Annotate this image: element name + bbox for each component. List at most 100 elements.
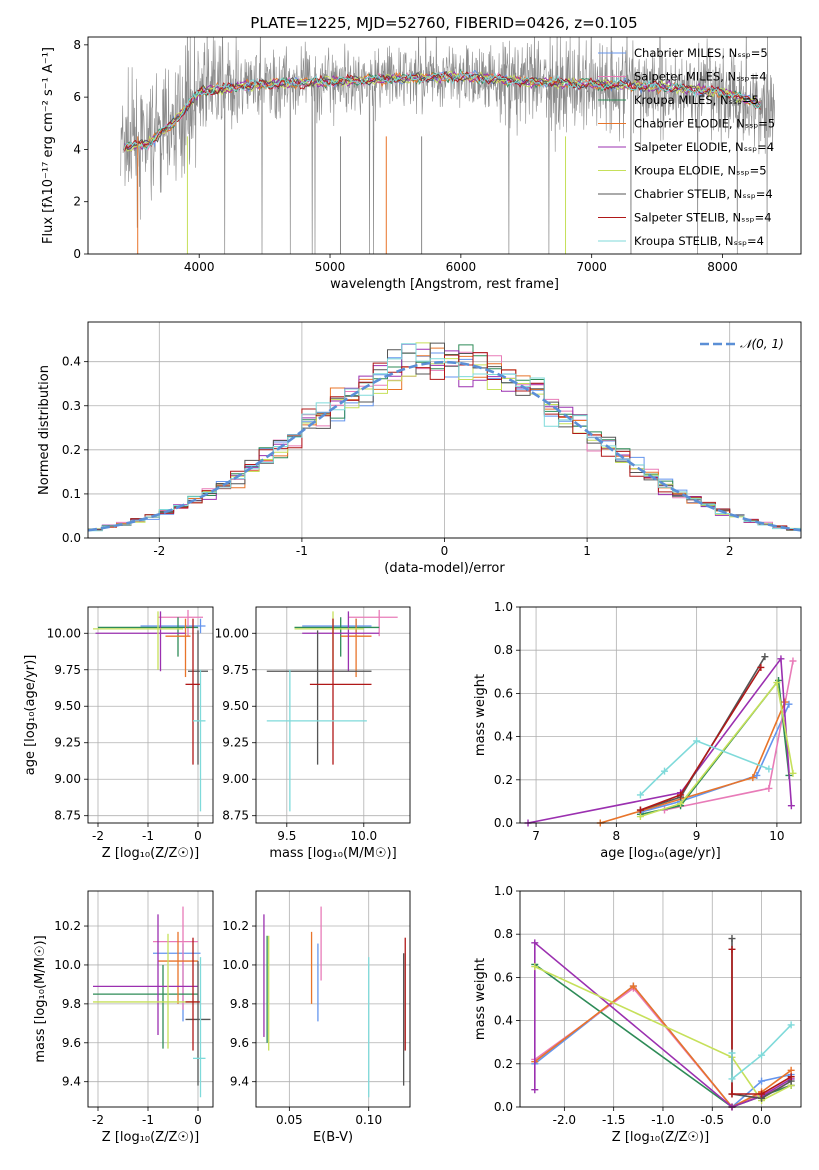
x-tick-label: 0 (441, 544, 449, 558)
legend-label: Salpeter ELODIE, Nₛₛₚ=4 (634, 140, 774, 154)
weight-point (728, 1090, 736, 1098)
x-axis-label: Z [log₁₀(Z/Z☉)] (612, 1130, 709, 1145)
x-tick-label: 7000 (576, 260, 607, 274)
x-axis-label: (data-model)/error (384, 561, 505, 576)
x-axis-label: Z [log₁₀(Z/Z☉)] (102, 846, 199, 861)
weight-point (728, 935, 736, 943)
y-tick-label: 1.0 (494, 884, 513, 898)
y-axis-label: age [log₁₀(age/yr)] (23, 655, 38, 776)
legend-label: Salpeter STELIB, Nₛₛₚ=4 (634, 211, 772, 225)
y-tick-label: 2 (73, 195, 81, 209)
x-tick-label: 6000 (446, 260, 477, 274)
spectrum-axes: 4000 5000 6000 7000 8000 0 2 4 6 8 wavelength [Ang… (41, 38, 738, 292)
mass_vs_ebv-axes: 0.05 0.10 9.4 9.6 9.8 10.0 10.2 E(B-V) (222, 891, 410, 1145)
x-tick-label: 9.5 (277, 829, 296, 843)
weight-point (728, 1049, 736, 1057)
weight-point (787, 1021, 795, 1029)
y-tick-label: 8.75 (54, 809, 81, 823)
y-tick-label: 9.6 (62, 1036, 81, 1050)
weight-line (731, 1024, 792, 1081)
x-tick-label: 10 (769, 829, 784, 843)
weight-line (640, 680, 794, 818)
y-tick-label: 10.00 (215, 626, 249, 640)
x-axis-label: age [log₁₀(age/yr)] (600, 846, 721, 861)
weight_vs_age-axes: 7 8 9 10 0.0 0.2 0.4 0.6 0.8 1.0 age [log₁₀(age/yr… (473, 600, 801, 861)
weight_vs_z-frame (519, 890, 802, 1108)
weight-point (765, 784, 773, 792)
x-tick-label: 4000 (184, 260, 215, 274)
y-tick-label: 9.8 (230, 997, 249, 1011)
model-line (124, 70, 761, 151)
weight-point (787, 1073, 795, 1081)
weight-line (527, 656, 793, 824)
age_vs_mass-errorbars (266, 609, 398, 812)
weight-line (640, 656, 766, 811)
spectrum-lines (120, 37, 775, 254)
x-tick-label: -1 (296, 544, 308, 558)
x-axis-label: Z [log₁₀(Z/Z☉)] (102, 1130, 199, 1145)
y-tick-label: 0.3 (62, 399, 81, 413)
x-tick-label: 1 (583, 544, 591, 558)
y-tick-label: 10.2 (222, 919, 249, 933)
y-tick-label: 0.0 (494, 816, 513, 830)
y-tick-label: 0.4 (494, 1014, 513, 1028)
x-tick-label: 0.10 (355, 1113, 382, 1127)
weight-line (640, 667, 762, 811)
x-axis-label: mass [log₁₀(M/M☉)] (269, 846, 396, 861)
x-tick-label: 0 (194, 1113, 202, 1127)
age_vs_z-axes: -2 -1 0 8.75 9.00 9.25 9.50 9.75 10.00 Z [log₁₀(Z… (23, 607, 213, 861)
y-tick-label: 8.75 (222, 809, 249, 823)
y-axis-label: Normed distribution (37, 365, 52, 495)
mass_vs_z-errorbars (93, 906, 211, 1098)
y-tick-label: 10.0 (222, 958, 249, 972)
x-axis-label: E(B-V) (313, 1130, 353, 1145)
weight-point (758, 1090, 766, 1098)
y-axis-label: mass weight (473, 674, 488, 756)
mass_vs_ebv-frame (255, 890, 411, 1108)
y-tick-label: 9.25 (54, 736, 81, 750)
y-tick-label: 9.4 (230, 1075, 249, 1089)
residual-histogram (88, 352, 801, 531)
y-tick-label: 10.0 (54, 958, 81, 972)
x-tick-label: -2 (92, 1113, 104, 1127)
y-tick-label: 0.0 (62, 531, 81, 545)
legend-label: Chabrier STELIB, Nₛₛₚ=4 (634, 187, 773, 201)
mass_vs_ebv-errorbars (263, 906, 406, 1098)
figure-title: PLATE=1225, MJD=52760, FIBERID=0426, z=0… (250, 14, 637, 32)
residual-hists (88, 342, 801, 532)
weight-point (787, 1066, 795, 1074)
weight-point (789, 769, 797, 777)
y-tick-label: 9.00 (54, 772, 81, 786)
weight-point (777, 655, 785, 663)
y-tick-label: 10.00 (47, 626, 81, 640)
weight-point (531, 963, 539, 971)
y-tick-label: 9.50 (54, 699, 81, 713)
y-tick-label: 9.75 (222, 663, 249, 677)
weight-point (636, 813, 644, 821)
y-tick-label: 0.6 (494, 686, 513, 700)
legend-label: Kroupa ELODIE, Nₛₛₚ=5 (634, 164, 767, 178)
weight-point (629, 982, 637, 990)
weight-point (693, 737, 701, 745)
weight-point (531, 939, 539, 947)
mass_vs_z-axes: -2 -1 0 9.4 9.6 9.8 10.0 10.2 Z [log₁₀(Z/Z☉)] mas… (33, 891, 213, 1145)
x-tick-label: -0.5 (701, 1113, 724, 1127)
x-tick-label: 7 (532, 829, 540, 843)
weight-point (787, 802, 795, 810)
normal-curve (88, 360, 801, 532)
data-spectrum-line (120, 37, 775, 254)
x-tick-label: -1 (142, 1113, 154, 1127)
spectrum-frame (87, 36, 802, 255)
weight-point (636, 791, 644, 799)
y-axis-label: Flux [fλ10⁻¹⁷ erg cm⁻² s⁻¹ A⁻¹] (41, 47, 56, 244)
y-axis-label: mass weight (473, 958, 488, 1040)
y-tick-label: 9.50 (222, 699, 249, 713)
y-tick-label: 8 (73, 38, 81, 52)
x-tick-label: 10.0 (350, 829, 377, 843)
y-tick-label: 9.00 (222, 772, 249, 786)
weight-point (749, 774, 757, 782)
y-tick-label: 4 (73, 142, 81, 156)
x-tick-label: 0.05 (276, 1113, 303, 1127)
x-tick-label: 9 (693, 829, 701, 843)
